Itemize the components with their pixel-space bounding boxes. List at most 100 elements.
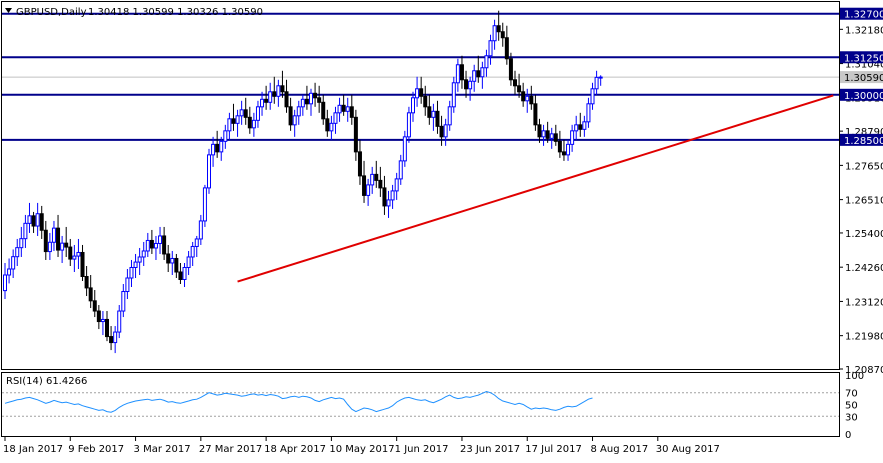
candle-body: [578, 124, 583, 130]
time-tick-label: 3 Mar 2017: [134, 444, 191, 455]
candle-body: [84, 275, 89, 289]
level-label: 1.30000: [844, 91, 883, 102]
candle-body: [533, 103, 538, 126]
candle-body: [480, 67, 485, 78]
candle-body: [137, 256, 142, 263]
candle-body: [443, 124, 448, 138]
candle-body: [7, 268, 12, 276]
candle-body: [521, 91, 526, 102]
candle-body: [590, 88, 595, 105]
candle-body: [141, 250, 146, 258]
candle-body: [378, 179, 383, 189]
candle-body: [374, 173, 379, 181]
trendline: [237, 94, 834, 283]
candle-body: [153, 242, 158, 249]
candle-body: [504, 37, 509, 60]
candle-body: [496, 25, 501, 33]
dropdown-triangle-icon[interactable]: [5, 8, 12, 13]
price-tick-label: 1.32180: [845, 25, 883, 36]
candle-body: [304, 98, 309, 105]
candle-body: [402, 136, 407, 162]
candle-body: [60, 242, 65, 251]
candle-body: [321, 101, 326, 120]
candle-body: [300, 98, 305, 108]
level-label-bg: [840, 133, 883, 146]
candle-body: [178, 271, 183, 281]
candle-body: [411, 97, 415, 114]
candle-body: [215, 143, 220, 153]
candle-body: [239, 109, 244, 117]
candle-body: [484, 55, 489, 69]
candle-body: [317, 97, 322, 103]
time-tick-label: 8 Aug 2017: [591, 444, 649, 455]
candle-body: [329, 122, 334, 132]
candle-body: [415, 88, 420, 99]
candle-body: [15, 247, 20, 258]
candle-body: [586, 103, 591, 123]
candle-body: [56, 227, 61, 251]
rsi-tick-label: 30: [845, 412, 858, 423]
candle-body: [190, 245, 195, 258]
candle-body: [3, 274, 7, 292]
candle-body: [439, 125, 444, 138]
main-pane-frame: [1, 1, 840, 370]
level-label: 1.32700: [844, 10, 883, 21]
time-tick-label: 23 Jun 2017: [460, 444, 520, 455]
candle-body: [292, 115, 297, 126]
candle-body: [284, 91, 289, 108]
candle-body: [447, 106, 452, 126]
candle-body: [243, 109, 248, 118]
time-tick-label: 10 May 2017: [329, 444, 394, 455]
candle-body: [125, 277, 130, 293]
rsi-label: RSI(14) 61.4266: [6, 376, 87, 387]
candle-body: [207, 154, 211, 189]
candle-body: [566, 143, 571, 156]
candle-body: [268, 91, 273, 103]
candle-body: [39, 213, 44, 231]
candle-body: [27, 215, 32, 224]
candle-body: [423, 95, 428, 108]
candle-body: [309, 92, 313, 105]
candle-body: [88, 287, 93, 302]
candle-body: [68, 246, 73, 260]
candle-body: [264, 98, 269, 103]
level-label: 1.31250: [844, 53, 883, 64]
rsi-tick-label: 70: [845, 389, 858, 400]
time-tick-label: 9 Feb 2017: [68, 444, 124, 455]
candle-body: [194, 238, 199, 247]
candles: [3, 10, 603, 354]
candle-body: [170, 257, 175, 264]
candle-body: [464, 79, 469, 90]
candle-body: [390, 190, 395, 201]
time-tick-label: 17 Jul 2017: [525, 444, 582, 455]
candle-body: [459, 64, 464, 81]
candle-body: [582, 121, 587, 130]
candle-body: [435, 110, 440, 127]
candle-body: [382, 187, 387, 207]
candle-body: [174, 257, 179, 273]
candle-body: [80, 251, 85, 277]
candle-body: [472, 70, 477, 82]
candle-body: [451, 82, 456, 108]
rsi-tick-label: 0: [845, 430, 851, 441]
candle-body: [211, 143, 216, 156]
candle-body: [529, 95, 534, 105]
candle-body: [166, 253, 171, 264]
candle-body: [47, 241, 52, 253]
candle-body: [427, 106, 432, 118]
candle-body: [500, 31, 505, 39]
candle-body: [76, 251, 81, 257]
time-tick-label: 18 Jan 2017: [3, 444, 63, 455]
candle-body: [280, 85, 285, 93]
candle-body: [419, 88, 424, 97]
candle-body: [92, 300, 97, 312]
candle-body: [227, 118, 232, 132]
candle-body: [247, 116, 252, 129]
time-tick-label: 18 Apr 2017: [264, 444, 326, 455]
candle-body: [296, 106, 301, 117]
candle-body: [182, 266, 187, 281]
candle-body: [235, 115, 240, 124]
